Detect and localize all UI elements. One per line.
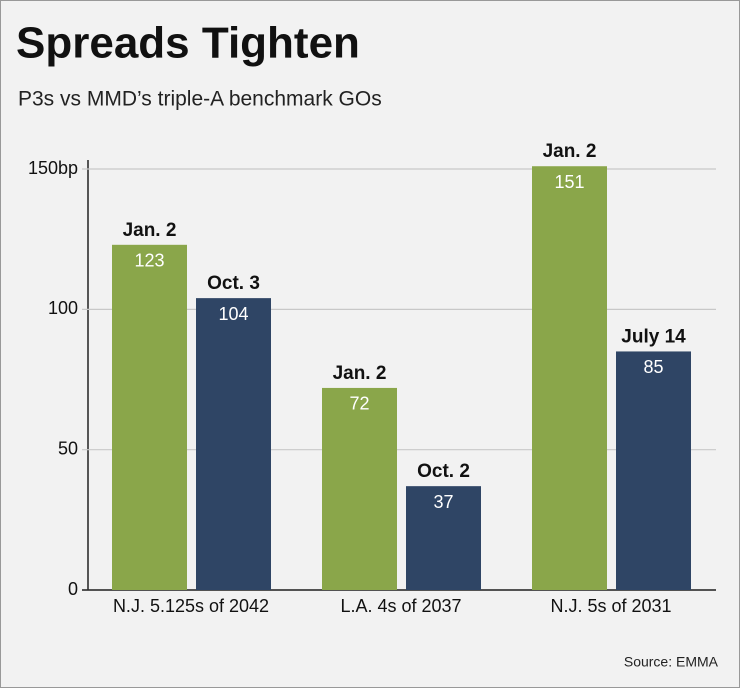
y-tick-label: 150bp <box>28 158 78 178</box>
value-label: 37 <box>433 492 453 512</box>
chart-title: Spreads Tighten <box>16 19 360 68</box>
bar <box>322 387 397 590</box>
bar <box>196 298 271 590</box>
value-label: 123 <box>134 251 164 271</box>
bar <box>112 244 187 590</box>
bar-label: Jan. 2 <box>333 363 387 384</box>
value-label: 104 <box>218 304 248 324</box>
chart-subtitle: P3s vs MMD’s triple-A benchmark GOs <box>18 88 382 111</box>
bar <box>532 166 607 590</box>
y-tick-label: 100 <box>48 298 78 318</box>
x-tick-label: N.J. 5s of 2031 <box>550 596 671 616</box>
x-tick-label: L.A. 4s of 2037 <box>340 596 461 616</box>
bar <box>616 351 691 590</box>
source: Source: EMMA <box>624 654 719 670</box>
value-label: 151 <box>554 172 584 192</box>
x-tick-label: N.J. 5.125s of 2042 <box>113 596 269 616</box>
value-label: 72 <box>349 394 369 414</box>
bar-label: Jan. 2 <box>543 141 597 162</box>
bar-label: July 14 <box>621 326 686 347</box>
value-label: 85 <box>643 357 663 377</box>
y-tick-label: 50 <box>58 438 78 458</box>
bar <box>406 486 481 590</box>
y-tick-label: 0 <box>68 579 78 599</box>
bar-label: Jan. 2 <box>123 220 177 241</box>
bar-label: Oct. 2 <box>417 461 470 482</box>
bar-label: Oct. 3 <box>207 273 260 294</box>
